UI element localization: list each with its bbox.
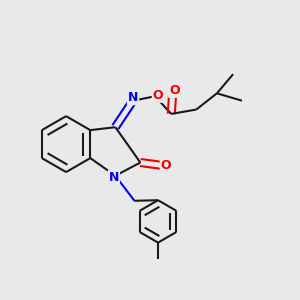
Text: N: N	[128, 91, 138, 104]
Text: O: O	[169, 84, 179, 97]
Text: O: O	[161, 159, 171, 172]
Text: O: O	[153, 89, 163, 102]
Text: N: N	[109, 171, 119, 184]
